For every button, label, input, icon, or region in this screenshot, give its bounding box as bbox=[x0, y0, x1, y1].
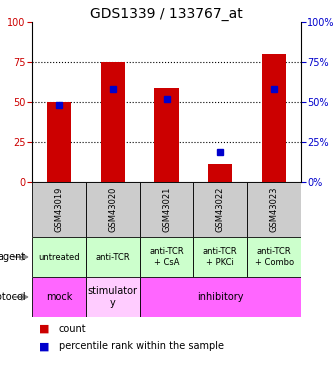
Bar bbox=[140, 277, 301, 317]
Title: GDS1339 / 133767_at: GDS1339 / 133767_at bbox=[90, 7, 243, 21]
Text: GSM43019: GSM43019 bbox=[54, 187, 63, 232]
Text: anti-TCR
+ PKCi: anti-TCR + PKCi bbox=[203, 247, 238, 267]
Text: GSM43020: GSM43020 bbox=[108, 187, 117, 232]
Text: anti-TCR
+ CsA: anti-TCR + CsA bbox=[149, 247, 184, 267]
Text: ■: ■ bbox=[39, 341, 49, 351]
Text: anti-TCR
+ Combo: anti-TCR + Combo bbox=[254, 247, 294, 267]
Bar bbox=[32, 277, 86, 317]
Bar bbox=[140, 182, 193, 237]
Bar bbox=[47, 102, 71, 182]
Bar bbox=[86, 237, 140, 277]
Bar bbox=[208, 164, 232, 182]
Bar bbox=[247, 182, 301, 237]
Bar bbox=[101, 62, 125, 182]
Bar bbox=[86, 277, 140, 317]
Text: mock: mock bbox=[46, 292, 72, 302]
Text: GSM43023: GSM43023 bbox=[270, 187, 279, 232]
Text: untreated: untreated bbox=[38, 252, 80, 261]
Bar bbox=[193, 237, 247, 277]
Text: protocol: protocol bbox=[0, 292, 25, 302]
Bar bbox=[140, 237, 193, 277]
Text: stimulator
y: stimulator y bbox=[88, 286, 138, 308]
Text: percentile rank within the sample: percentile rank within the sample bbox=[59, 341, 224, 351]
Bar bbox=[247, 237, 301, 277]
Bar bbox=[32, 237, 86, 277]
Text: agent: agent bbox=[0, 252, 25, 262]
Text: GSM43022: GSM43022 bbox=[216, 187, 225, 232]
Bar bbox=[86, 182, 140, 237]
Bar bbox=[193, 182, 247, 237]
Bar bbox=[155, 88, 178, 182]
Text: count: count bbox=[59, 324, 86, 334]
Text: ■: ■ bbox=[39, 324, 49, 334]
Text: anti-TCR: anti-TCR bbox=[95, 252, 130, 261]
Bar bbox=[262, 54, 286, 182]
Bar bbox=[32, 182, 86, 237]
Text: GSM43021: GSM43021 bbox=[162, 187, 171, 232]
Text: inhibitory: inhibitory bbox=[197, 292, 243, 302]
